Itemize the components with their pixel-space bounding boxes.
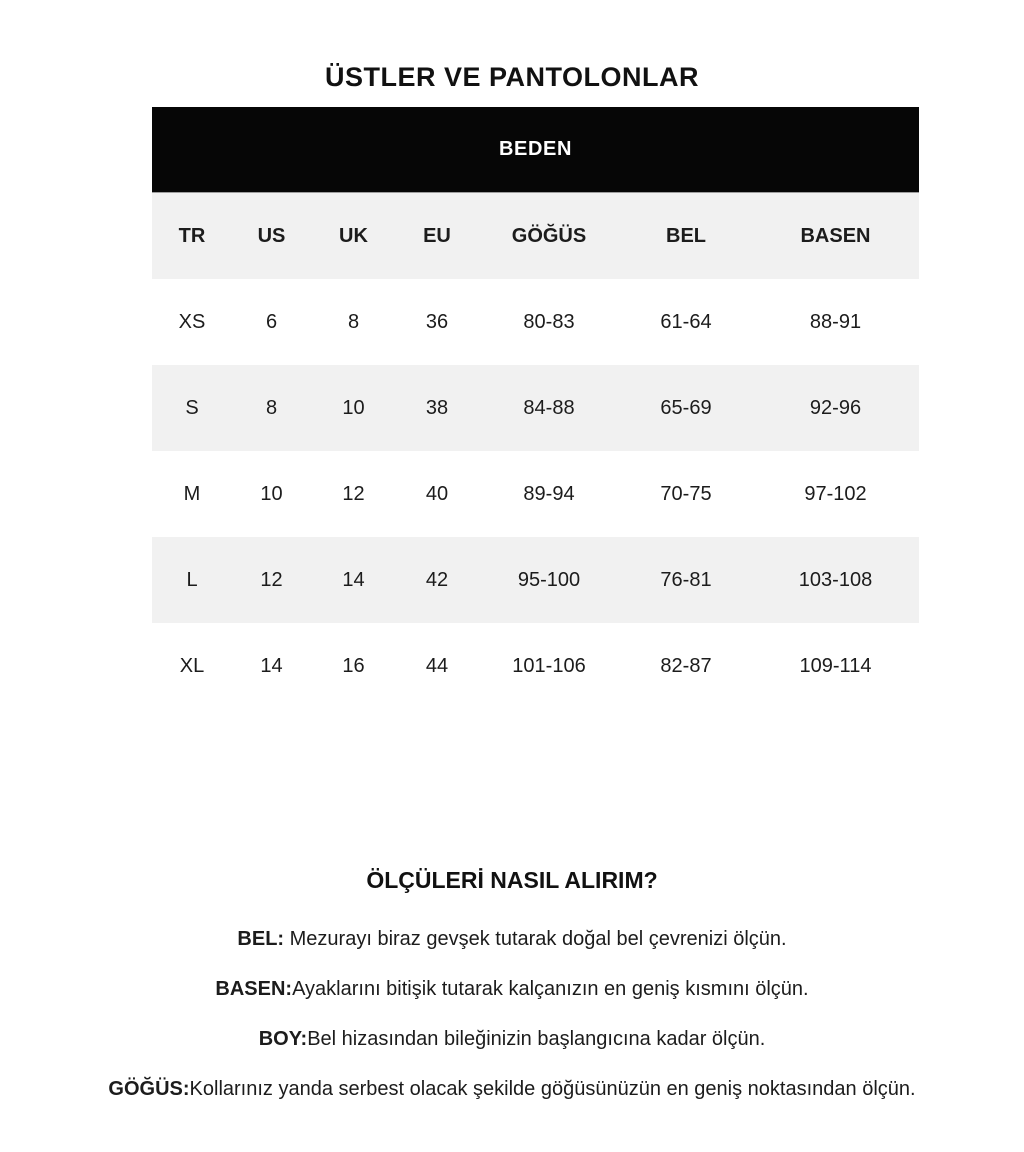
table-cell: 82-87 — [660, 654, 712, 677]
table-cell: 12 — [260, 568, 283, 591]
table-row: S 8 10 38 84-88 65-69 92-96 — [152, 365, 919, 451]
size-rows: XS 6 8 36 80-83 61-64 88-91 S 8 10 38 84-88 65-69 92-… — [152, 279, 919, 709]
size-label-cell: L — [186, 568, 198, 591]
table-cell: 10 — [260, 482, 283, 505]
table-cell: 84-88 — [523, 396, 575, 419]
table-cell: 12 — [342, 482, 365, 505]
size-label-cell: S — [185, 396, 199, 419]
table-cell: 80-83 — [523, 310, 575, 333]
size-label-cell: XS — [178, 310, 206, 333]
size-label-cell: M — [183, 482, 201, 505]
guide-line-text: Bel hizasından bileğinizin başlangıcına … — [307, 1028, 766, 1050]
table-cell: 40 — [425, 482, 449, 505]
column-header: BASEN — [800, 224, 871, 247]
size-label-cell: XL — [179, 654, 205, 677]
table-cell: 101-106 — [512, 654, 586, 677]
measure-guide: ÖLÇÜLERİ NASIL ALIRIM? BEL: Mezurayı bir… — [0, 867, 1024, 1100]
table-cell: 95-100 — [517, 568, 581, 591]
table-cell: 44 — [425, 654, 449, 677]
table-cell: 109-114 — [799, 654, 872, 677]
column-header: BEL — [666, 224, 706, 247]
table-cell: 70-75 — [660, 482, 712, 505]
size-table: BEDEN TR US UK EU GÖĞÜS BEL BASEN XS 6 8 36 80-83 6… — [152, 107, 919, 709]
table-banner: BEDEN — [152, 107, 919, 193]
table-cell: 8 — [347, 310, 360, 333]
guide-line-label: BEL: — [237, 928, 285, 950]
guide-line: GÖĞÜS:Kollarınız yanda serbest olacak şe… — [0, 1078, 1024, 1100]
column-header: US — [257, 224, 286, 247]
guide-line-text: Mezurayı biraz gevşek tutarak doğal bel … — [284, 928, 787, 950]
table-cell: 14 — [260, 654, 283, 677]
table-cell: 10 — [342, 396, 365, 419]
guide-line-label: BASEN: — [215, 978, 293, 1000]
guide-line: BASEN:Ayaklarını bitişik tutarak kalçanı… — [0, 978, 1024, 1000]
table-cell: 103-108 — [798, 568, 873, 591]
table-cell: 8 — [265, 396, 278, 419]
guide-line-text: Kollarınız yanda serbest olacak şekilde … — [189, 1078, 916, 1100]
table-cell: 92-96 — [809, 396, 862, 419]
table-cell: 42 — [425, 568, 449, 591]
column-header: UK — [339, 224, 368, 247]
guide-line: BOY:Bel hizasından bileğinizin başlangıc… — [0, 1028, 1024, 1050]
guide-line-label: BOY: — [258, 1028, 308, 1050]
table-cell: 88-91 — [809, 310, 862, 333]
table-cell: 14 — [342, 568, 365, 591]
table-cell: 76-81 — [660, 568, 712, 591]
column-header: TR — [178, 224, 206, 247]
table-cell: 89-94 — [523, 482, 575, 505]
page-title: ÜSTLER VE PANTOLONLAR — [324, 62, 699, 92]
table-row: XS 6 8 36 80-83 61-64 88-91 — [152, 279, 919, 365]
table-row: L 12 14 42 95-100 76-81 103-108 — [152, 537, 919, 623]
table-cell: 38 — [425, 396, 449, 419]
table-cell: 6 — [265, 310, 278, 333]
table-cell: 65-69 — [660, 396, 712, 419]
table-cell: 61-64 — [660, 310, 712, 333]
table-cell: 16 — [342, 654, 365, 677]
column-header: GÖĞÜS — [511, 224, 587, 247]
header-row: TR US UK EU GÖĞÜS BEL BASEN — [152, 193, 919, 279]
table-row: M 10 12 40 89-94 70-75 97-102 — [152, 451, 919, 537]
guide-line-label: GÖĞÜS: — [108, 1078, 190, 1100]
guide-line-text: Ayaklarını bitişik tutarak kalçanızın en… — [292, 978, 809, 1000]
table-cell: 36 — [425, 310, 449, 333]
table-cell: 97-102 — [804, 482, 867, 505]
guide-title: ÖLÇÜLERİ NASIL ALIRIM? — [366, 867, 658, 893]
size-grid: TR US UK EU GÖĞÜS BEL BASEN XS 6 8 36 80-83 61-64 88… — [152, 193, 919, 709]
guide-line: BEL: Mezurayı biraz gevşek tutarak doğal… — [0, 928, 1024, 950]
table-row: XL 14 16 44 101-106 82-87 109-114 — [152, 623, 919, 709]
guide-lines: BEL: Mezurayı biraz gevşek tutarak doğal… — [0, 928, 1024, 1100]
column-header: EU — [423, 224, 451, 247]
